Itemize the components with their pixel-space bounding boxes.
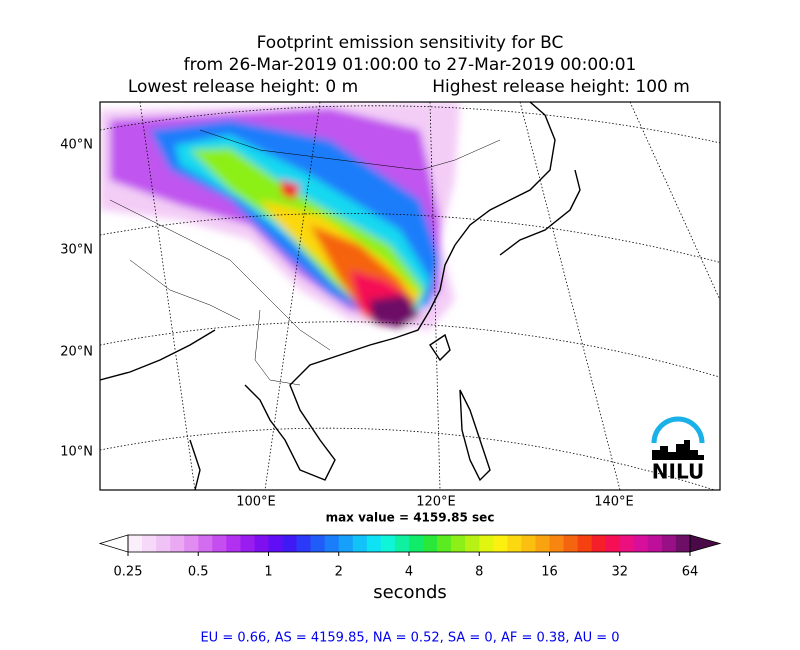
colorbar-segment: [507, 535, 522, 552]
colorbar-tick-label: 0.25: [114, 565, 143, 580]
logo-text: NILU: [652, 460, 704, 484]
colorbar-tick-label: 8: [475, 565, 483, 580]
colorbar-segment: [633, 535, 649, 552]
nilu-logo: NILU: [651, 416, 705, 484]
colorbar-label: seconds: [373, 582, 447, 603]
coastline: [100, 102, 581, 490]
colorbar-extend-low: [98, 534, 129, 553]
colorbar-segment: [128, 535, 143, 552]
colorbar-segment: [577, 535, 592, 552]
colorbar-segment: [366, 535, 382, 552]
lat-label: 20°N: [60, 345, 93, 360]
plume: [100, 102, 460, 330]
colorbar-segment: [170, 535, 185, 552]
title-line: from 26-Mar-2019 01:00:00 to 27-Mar-2019…: [184, 55, 637, 75]
colorbar-segment: [226, 535, 241, 552]
colorbar-segment: [409, 535, 424, 552]
colorbar-segment: [240, 535, 255, 552]
colorbar-tick-label: 16: [541, 565, 558, 580]
colorbar-tick-label: 4: [405, 565, 413, 580]
colorbar-segment: [338, 535, 354, 552]
colorbar-tick-label: 32: [611, 565, 628, 580]
colorbar-segment: [661, 535, 677, 552]
map-area: [100, 102, 720, 490]
colorbar-segment: [647, 535, 663, 552]
colorbar-segment: [142, 535, 157, 552]
colorbar-extend-high: [689, 534, 722, 553]
colorbar-segment: [423, 535, 438, 552]
max-value: max value = 4159.85 sec: [326, 511, 495, 525]
colorbar-segment: [451, 535, 466, 552]
colorbar-segment: [254, 535, 269, 552]
colorbar-tick-label: 2: [335, 565, 343, 580]
colorbar-segment: [591, 535, 606, 552]
colorbar-tick-label: 0.5: [188, 565, 209, 580]
colorbar-segment: [156, 535, 171, 552]
colorbar-segment: [184, 535, 199, 552]
colorbar-segment: [479, 535, 494, 552]
lat-label: 30°N: [60, 243, 93, 258]
map-frame: [99, 101, 721, 491]
borders: [109, 129, 501, 386]
colorbar-segment: [324, 535, 340, 552]
title-line: Footprint emission sensitivity for BC: [257, 33, 564, 53]
colorbar-segment: [198, 535, 213, 552]
colorbar-tick-label: 64: [682, 565, 699, 580]
colorbar-segment: [212, 535, 227, 552]
lat-label: 40°N: [60, 138, 93, 153]
colorbar-segment: [563, 535, 578, 552]
colorbar-segment: [521, 535, 536, 552]
colorbar-segment: [619, 535, 635, 552]
lat-label: 10°N: [60, 445, 93, 460]
colorbar-segment: [352, 535, 368, 552]
lon-label: 140°E: [594, 495, 634, 510]
colorbar-segment: [465, 535, 480, 552]
colorbar-segment: [535, 535, 550, 552]
region-summary: EU = 0.66, AS = 4159.85, NA = 0.52, SA =…: [200, 631, 619, 646]
colorbar-segment: [268, 535, 283, 552]
colorbar-segment: [310, 535, 325, 552]
title-highest: Highest release height: 100 m: [432, 77, 690, 97]
colorbar-segment: [437, 535, 452, 552]
lon-label: 120°E: [416, 495, 456, 510]
colorbar-segment: [675, 535, 691, 552]
colorbar-segment: [605, 535, 621, 552]
colorbar-tick-label: 1: [264, 565, 272, 580]
colorbar-segment: [380, 535, 396, 552]
lon-label: 100°E: [236, 495, 276, 510]
colorbar-segment: [549, 535, 564, 552]
colorbar-segment: [296, 535, 311, 552]
colorbar-segment: [282, 535, 297, 552]
colorbar-segment: [493, 535, 508, 552]
title-lowest: Lowest release height: 0 m: [128, 77, 358, 97]
colorbar-segment: [394, 535, 410, 552]
